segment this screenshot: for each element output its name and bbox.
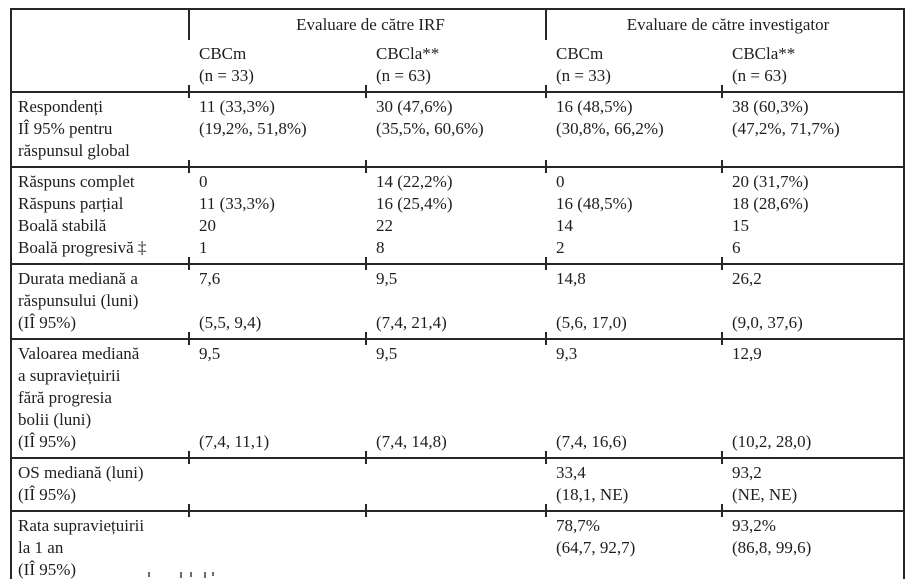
header-col-irf-cbcla: CBCla** (n = 63) <box>376 44 440 85</box>
row-label: Rata supraviețuirii la 1 an (IÎ 95%) <box>18 516 145 579</box>
header-col-inv-cbcm: CBCm (n = 33) <box>556 44 611 85</box>
row-rata-supravietuire-1-an: Rata supraviețuirii la 1 an (IÎ 95%) 78,… <box>11 503 905 579</box>
header-col-irf-cbcm: CBCm (n = 33) <box>199 44 254 85</box>
cell-value: 93,2 (NE, NE) <box>720 450 904 511</box>
cell-value: 9,3 (7,4, 16,6) <box>545 331 722 458</box>
cell-value: 9,5 (7,4, 11,1) <box>188 331 366 458</box>
cell-value: 30 (47,6%) (35,5%, 60,6%) <box>365 84 546 167</box>
row-label: Valoarea mediană a supraviețuirii fără p… <box>18 344 140 451</box>
cell-value: 12,9 (10,2, 28,0) <box>720 331 904 458</box>
results-table: Evaluare de către IRF Evaluare de către … <box>10 8 906 579</box>
header-empty-cell <box>11 9 189 40</box>
row-label: OS mediană (luni) (IÎ 95%) <box>18 463 144 504</box>
cutoff-footnote-fragment <box>146 572 256 579</box>
cell-value: 11 (33,3%) (19,2%, 51,8%) <box>188 84 366 167</box>
cell-value: 38 (60,3%) (47,2%, 71,7%) <box>720 84 904 167</box>
row-raspuns-detaliat: Răspuns complet Răspuns parțial Boală st… <box>11 159 905 264</box>
cell-value: 7,6 (5,5, 9,4) <box>188 256 366 339</box>
row-respondenti: Respondenți IÎ 95% pentru răspunsul glob… <box>11 84 905 167</box>
cell-value: 26,2 (9,0, 37,6) <box>720 256 904 339</box>
cell-value: 33,4 (18,1, NE) <box>545 450 722 511</box>
cell-value: 14 (22,2%) 16 (25,4%) 22 8 <box>365 159 546 264</box>
cell-value: 78,7% (64,7, 92,7) <box>545 503 722 579</box>
row-supravietuire-fara-progresie: Valoarea mediană a supraviețuirii fără p… <box>11 331 905 458</box>
cell-value: 0 16 (48,5%) 14 2 <box>545 159 722 264</box>
row-label: Durata mediană a răspunsului (luni) (IÎ … <box>18 269 139 332</box>
header-columns-row: CBCm (n = 33) CBCla** (n = 63) CBCm (n =… <box>11 40 904 92</box>
cell-value <box>365 450 546 511</box>
cell-value: 0 11 (33,3%) 20 1 <box>188 159 366 264</box>
cell-value: 93,2% (86,8, 99,6) <box>720 503 904 579</box>
row-label: Respondenți IÎ 95% pentru răspunsul glob… <box>18 97 130 160</box>
cell-value: 9,5 (7,4, 21,4) <box>365 256 546 339</box>
cell-value: 20 (31,7%) 18 (28,6%) 15 6 <box>720 159 904 264</box>
cell-value <box>188 503 366 579</box>
cell-value <box>188 450 366 511</box>
row-label: Răspuns complet Răspuns parțial Boală st… <box>18 172 147 257</box>
row-durata-raspuns: Durata mediană a răspunsului (luni) (IÎ … <box>11 256 905 339</box>
cell-value: 14,8 (5,6, 17,0) <box>545 256 722 339</box>
row-os-mediana: OS mediană (luni) (IÎ 95%) 33,4 (18,1, N… <box>11 450 905 511</box>
cell-value <box>365 503 546 579</box>
cell-value: 9,5 (7,4, 14,8) <box>365 331 546 458</box>
header-group-irf: Evaluare de către IRF <box>188 9 546 40</box>
header-group-investigator: Evaluare de către investigator <box>544 9 905 40</box>
cell-value: 16 (48,5%) (30,8%, 66,2%) <box>545 84 722 167</box>
header-empty-cell <box>11 40 189 92</box>
header-col-inv-cbcla: CBCla** (n = 63) <box>732 44 796 85</box>
header-group-row: Evaluare de către IRF Evaluare de către … <box>11 9 905 40</box>
